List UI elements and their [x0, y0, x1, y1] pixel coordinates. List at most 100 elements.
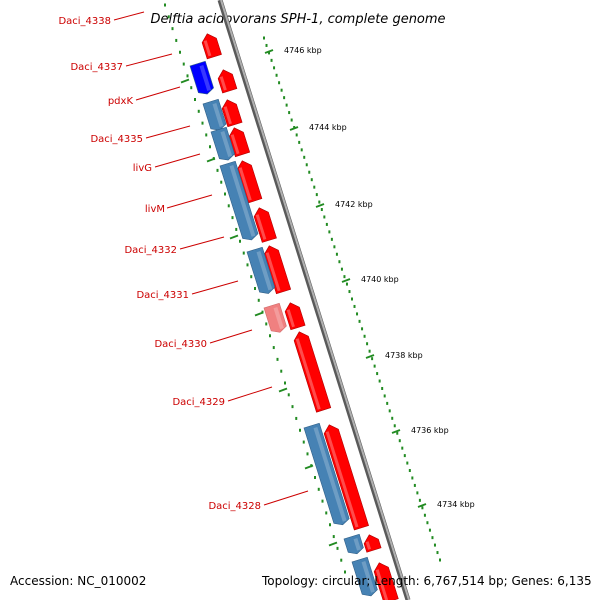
reverse-gene-highlight — [212, 103, 224, 128]
inner-tick — [194, 98, 196, 101]
forward-gene-arrow[interactable] — [201, 33, 222, 60]
reverse-gene-highlight — [273, 307, 284, 330]
reverse-gene-arrow[interactable] — [246, 246, 276, 294]
inner-tick — [209, 145, 211, 149]
inner-major-tick — [328, 541, 338, 547]
inner-tick — [254, 287, 256, 290]
ruler-dot — [300, 148, 303, 152]
inner-tick — [220, 180, 223, 184]
inner-tick-track — [164, 3, 346, 574]
gene-label-leader-line — [113, 11, 145, 21]
gene-label[interactable]: Daci_4328 — [208, 501, 261, 512]
forward-gene-highlight — [238, 167, 252, 201]
reverse-gene-arrow[interactable] — [303, 422, 350, 526]
ruler-dot — [330, 237, 333, 241]
gene-label[interactable]: Daci_4331 — [136, 290, 189, 301]
forward-gene-arrow[interactable] — [217, 69, 238, 94]
inner-tick — [205, 133, 208, 137]
ruler-dot — [288, 111, 291, 115]
inner-tick — [291, 405, 294, 409]
gene-label[interactable]: Daci_4330 — [154, 339, 207, 350]
reverse-gene-arrow[interactable] — [189, 60, 214, 95]
reverse-gene-highlight — [256, 251, 273, 291]
ruler-dot — [298, 140, 301, 144]
inner-tick — [190, 86, 193, 90]
inner-tick — [344, 570, 346, 574]
forward-gene-arrow[interactable] — [263, 245, 292, 295]
gene-label-leader-line — [227, 386, 273, 402]
reverse-gene-arrow[interactable] — [202, 98, 227, 131]
reverse-gene-arrow[interactable] — [219, 160, 259, 241]
ruler-dot — [285, 103, 288, 107]
inner-tick — [242, 251, 245, 255]
ruler-dot — [396, 431, 399, 435]
reverse-gene-arrow[interactable] — [263, 302, 287, 333]
forward-gene-highlight — [375, 569, 389, 600]
gene-label[interactable]: livG — [133, 163, 152, 174]
ruler-dot — [310, 178, 313, 182]
forward-gene-arrow[interactable] — [293, 331, 332, 413]
ruler-dot — [423, 513, 426, 517]
gene-label[interactable]: Daci_4335 — [90, 134, 143, 145]
reverse-gene-highlight — [229, 165, 256, 237]
forward-gene-arrow[interactable] — [236, 160, 263, 204]
gene-label-leader-line — [263, 490, 309, 506]
ruler-dot — [295, 133, 298, 137]
inner-tick — [280, 369, 283, 373]
inner-tick — [224, 192, 226, 196]
reverse-gene-arrow[interactable] — [210, 126, 235, 161]
inner-tick — [302, 440, 305, 444]
gene-label[interactable]: Daci_4337 — [70, 62, 123, 73]
gene-labels: Daci_4338 Daci_4337 pdxK Daci_4335 livG livM D… — [58, 11, 309, 512]
ruler-dot — [351, 297, 353, 301]
gene-label[interactable]: Daci_4332 — [124, 245, 177, 256]
forward-gene-arrow[interactable] — [284, 302, 306, 331]
reverse-gene-arrow[interactable] — [343, 533, 364, 555]
inner-tick — [250, 275, 253, 279]
ruler-dot — [340, 267, 343, 271]
inner-tick — [284, 381, 286, 385]
ruler-dot — [363, 334, 366, 338]
inner-major-tick — [206, 157, 216, 163]
ruler-dot — [358, 319, 361, 323]
gene-label-leader-line — [154, 153, 201, 168]
inner-tick — [306, 452, 309, 456]
reverse-gene-highlight — [199, 65, 212, 91]
gene-label[interactable]: livM — [145, 204, 165, 215]
ruler-dot — [439, 558, 441, 562]
reverse-gene-arrow[interactable] — [351, 556, 378, 597]
ruler-dot — [353, 304, 356, 308]
ruler-dot — [406, 461, 409, 465]
gene-label[interactable]: Daci_4338 — [58, 16, 111, 27]
topology-text: Topology: circular; Length: 6,767,514 bp… — [262, 574, 592, 588]
ruler-dot — [376, 372, 379, 376]
ruler-major-tick — [391, 429, 401, 434]
forward-gene-highlight — [203, 40, 212, 57]
inner-tick — [186, 74, 189, 78]
ruler-dot — [328, 230, 331, 234]
gene-label-leader-line — [125, 53, 173, 67]
gene-label[interactable]: pdxK — [108, 96, 134, 107]
reverse-gene-track — [189, 60, 378, 597]
forward-gene-arrow[interactable] — [221, 99, 243, 128]
ruler-dot — [315, 193, 318, 197]
forward-gene-arrow[interactable] — [228, 127, 251, 158]
forward-gene-track — [201, 33, 399, 600]
forward-gene-arrow[interactable] — [373, 562, 399, 600]
forward-gene-arrow[interactable] — [253, 207, 277, 243]
accession-text: Accession: NC_010002 — [10, 574, 147, 588]
ruler-dot — [290, 118, 293, 122]
ruler-dot — [428, 528, 431, 532]
ruler-dot — [366, 342, 369, 346]
inner-tick — [314, 476, 316, 479]
gene-label[interactable]: Daci_4329 — [172, 397, 225, 408]
forward-gene-highlight — [255, 214, 267, 240]
ruler-dot — [305, 163, 308, 167]
inner-tick — [321, 499, 324, 503]
ruler-dot — [378, 379, 381, 383]
forward-gene-arrow[interactable] — [323, 424, 369, 531]
ruler-label: 4734 kbp — [437, 500, 475, 509]
inner-tick — [197, 109, 200, 113]
inner-tick — [216, 168, 219, 172]
